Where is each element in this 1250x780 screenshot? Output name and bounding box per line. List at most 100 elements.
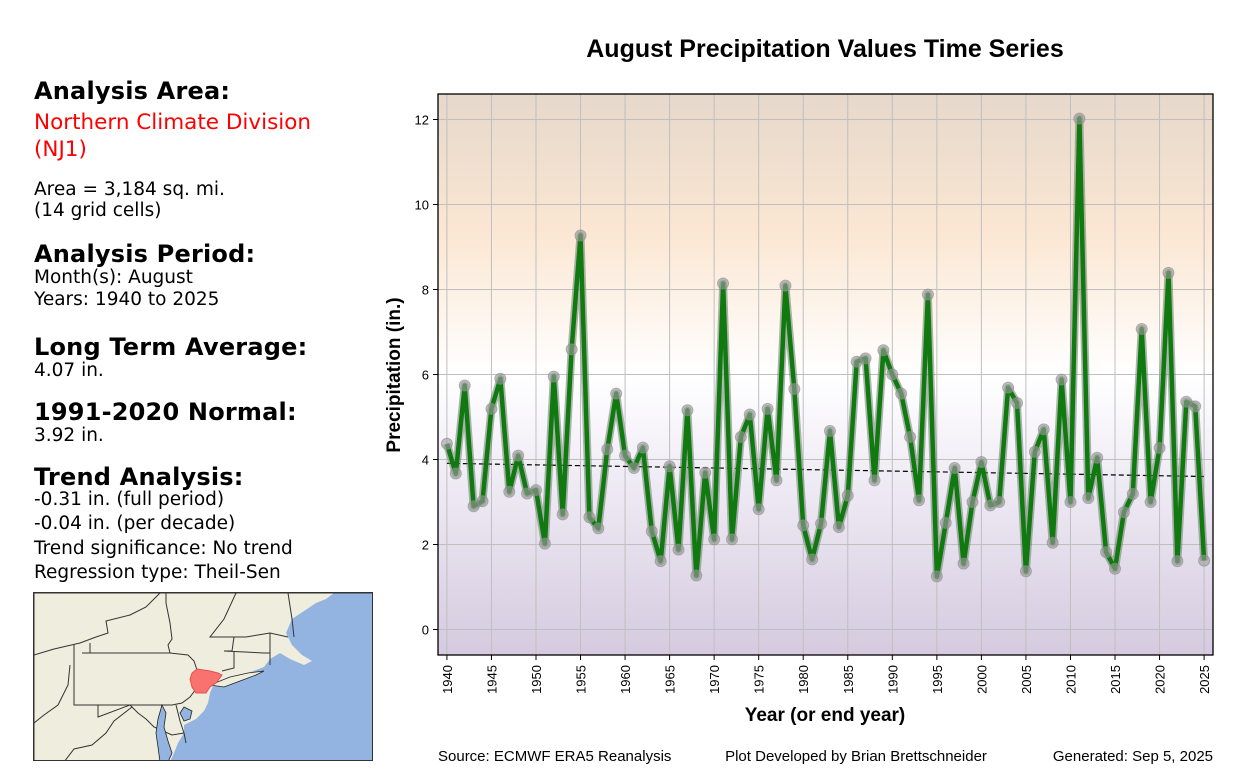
data-point [467, 500, 480, 513]
x-tick-label: 1950 [529, 665, 544, 694]
x-tick-label: 2020 [1153, 665, 1168, 694]
data-point [440, 437, 453, 450]
data-point [823, 425, 836, 438]
footer-generated: Generated: Sep 5, 2025 [1053, 748, 1213, 765]
series-line [444, 116, 1207, 579]
data-point [1046, 536, 1059, 549]
data-point [547, 370, 560, 383]
data-point [1011, 396, 1024, 409]
analysis-area-heading: Analysis Area: [34, 77, 231, 105]
x-tick-label: 1940 [440, 665, 455, 694]
data-point [708, 533, 721, 546]
data-point [1117, 506, 1130, 519]
data-point [877, 344, 890, 357]
data-point [627, 462, 640, 474]
data-point [699, 466, 712, 479]
data-point [601, 443, 614, 456]
grid-cells: (14 grid cells) [34, 200, 162, 221]
data-point [1189, 400, 1202, 413]
data-point [476, 495, 489, 508]
footer-developer: Plot Developed by Brian Brettschneider [725, 748, 987, 765]
data-point [788, 382, 801, 395]
data-point [1064, 496, 1077, 508]
y-tick-label: 12 [415, 113, 429, 128]
footer-source: Source: ECMWF ERA5 Reanalysis [438, 748, 671, 765]
trend-full-period: -0.31 in. (full period) [34, 489, 225, 510]
data-point [1144, 496, 1157, 508]
y-tick-label: 0 [422, 623, 429, 638]
x-tick-label: 2010 [1063, 665, 1078, 694]
data-point [672, 543, 685, 556]
data-point [1135, 323, 1148, 336]
data-point [930, 570, 943, 583]
data-point [690, 569, 703, 582]
data-point [904, 430, 917, 443]
data-point [966, 496, 979, 508]
y-tick-label: 2 [422, 538, 429, 553]
trend-per-decade: -0.04 in. (per decade) [34, 513, 236, 534]
area-name-line2: (NJ1) [34, 137, 87, 162]
x-tick-label: 2005 [1019, 665, 1034, 694]
x-tick-label: 1985 [841, 665, 856, 694]
x-tick-label: 2025 [1197, 665, 1212, 694]
data-point [752, 503, 765, 516]
data-point [743, 408, 756, 421]
data-point [1082, 492, 1095, 505]
data-point [485, 402, 498, 415]
map-highlight-nj1 [189, 668, 223, 694]
data-point [619, 449, 632, 462]
analysis-years: Years: 1940 to 2025 [34, 289, 220, 310]
data-point [761, 402, 774, 415]
data-point [654, 555, 667, 568]
normal-heading: 1991-2020 Normal: [34, 398, 297, 426]
x-tick-label: 2000 [974, 665, 989, 694]
data-point [556, 508, 569, 521]
data-point [1162, 266, 1175, 279]
data-point [503, 485, 516, 498]
area-size: Area = 3,184 sq. mi. [34, 179, 225, 200]
data-point [1126, 487, 1139, 500]
trend-significance: Trend significance: No trend [34, 538, 293, 559]
data-point [717, 277, 730, 290]
x-tick-label: 1970 [707, 665, 722, 694]
x-tick-label: 1980 [796, 665, 811, 694]
data-point [975, 456, 988, 469]
data-point [681, 404, 694, 417]
y-tick-label: 10 [415, 198, 429, 213]
trend-heading: Trend Analysis: [34, 463, 244, 491]
data-point [583, 511, 596, 524]
data-point [529, 484, 542, 497]
x-tick-label: 1995 [930, 665, 945, 694]
data-point [1091, 451, 1104, 464]
data-point [939, 516, 952, 529]
long-term-average-heading: Long Term Average: [34, 333, 308, 361]
data-point [832, 521, 845, 534]
data-point [1055, 373, 1068, 386]
analysis-months: Month(s): August [34, 267, 193, 288]
data-point [779, 279, 792, 292]
data-point [1002, 381, 1015, 394]
x-tick-label: 1975 [752, 665, 767, 694]
y-tick-label: 6 [422, 368, 429, 383]
data-point [1198, 554, 1211, 567]
y-axis-ticks: 0 2 4 6 8 10 12 [415, 113, 438, 638]
data-point [1037, 423, 1050, 436]
locator-map-svg [34, 593, 372, 760]
data-point [806, 553, 819, 566]
normal-value: 3.92 in. [34, 425, 104, 446]
data-point [1109, 562, 1122, 575]
data-point [1153, 442, 1166, 455]
data-point [948, 462, 961, 474]
data-point [770, 474, 783, 487]
y-axis-label: Precipitation (in.) [384, 297, 405, 452]
data-point [734, 430, 747, 443]
x-axis-ticks: 1940 1945 1950 1955 1960 1965 1970 1975 1980 1985… [440, 655, 1212, 694]
data-point [1171, 555, 1184, 568]
data-point [494, 372, 507, 385]
x-tick-label: 1965 [663, 665, 678, 694]
data-point [1028, 445, 1041, 458]
data-point [538, 537, 551, 550]
data-point [957, 557, 970, 570]
y-tick-label: 8 [422, 283, 429, 298]
